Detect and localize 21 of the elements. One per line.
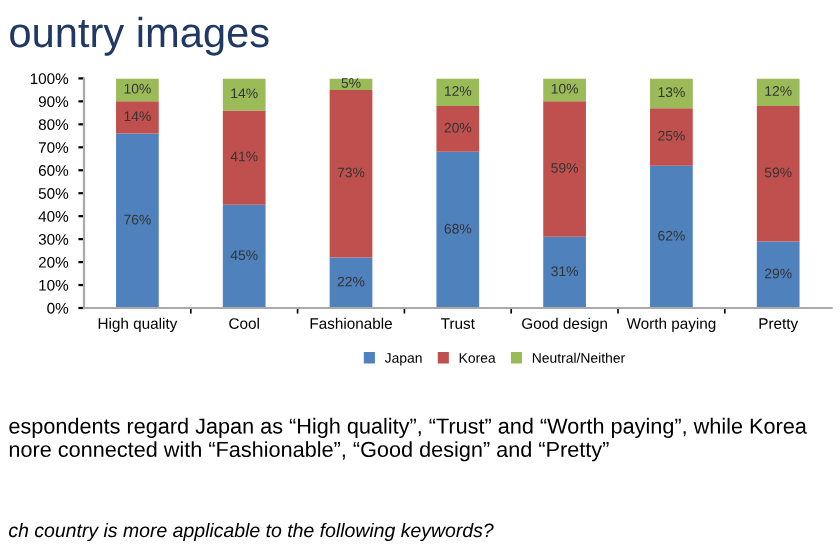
bar <box>329 89 373 258</box>
bar <box>436 151 480 308</box>
bar <box>756 78 800 106</box>
bar <box>543 101 586 237</box>
text: espondents regard Japan as “High quality”, “Trust” and “Worth paying”, while Korea nore connected with “Fashionable”, “Good design” and “Pretty” <box>9 417 807 462</box>
bar <box>436 105 480 152</box>
bar <box>329 257 373 308</box>
chart-title: ountry images <box>10 16 269 56</box>
bar <box>222 204 266 308</box>
bar <box>222 110 266 205</box>
bar <box>436 78 480 106</box>
bar <box>650 78 693 109</box>
bar <box>650 165 693 308</box>
bar <box>756 105 800 242</box>
bar <box>222 78 266 111</box>
bar <box>116 101 159 134</box>
bar <box>116 133 159 308</box>
text: ch country is more applicable to the following keywords? <box>9 522 494 542</box>
bar <box>543 236 586 308</box>
bar <box>756 241 800 308</box>
bar <box>650 108 693 166</box>
